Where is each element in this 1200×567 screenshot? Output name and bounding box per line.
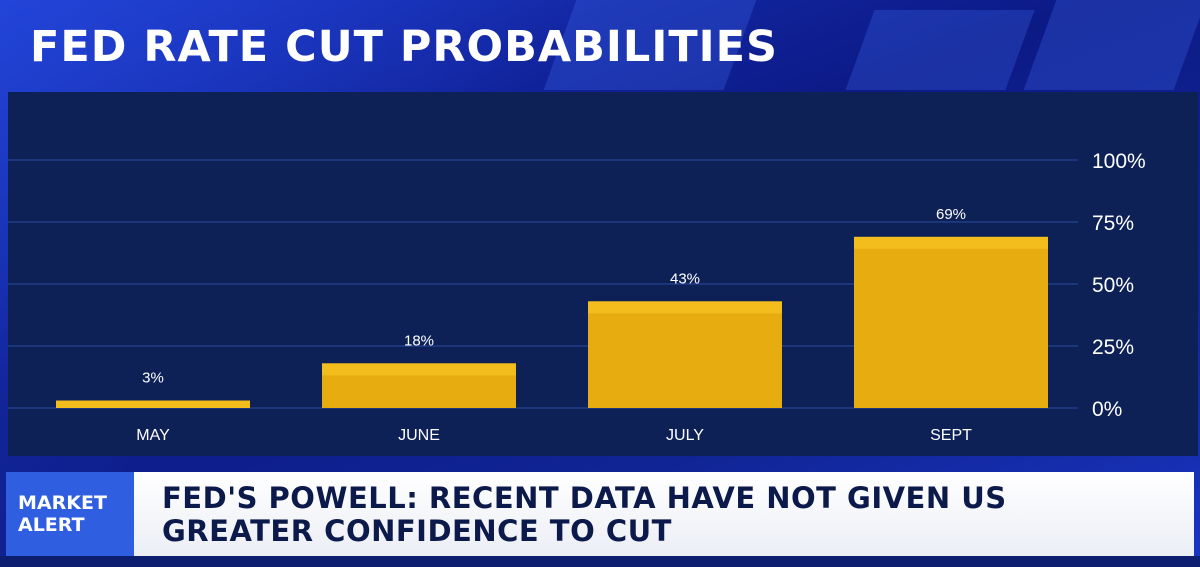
y-tick-label: 100% — [1092, 150, 1146, 173]
chart-panel: 0% 25% 50% 75% 100% 3% MAY 18% JUNE 43% JULY 69% SEP… — [8, 92, 1198, 456]
x-tick-label: JUNE — [398, 427, 440, 444]
y-tick-label: 25% — [1092, 336, 1134, 359]
data-label: 43% — [670, 270, 700, 287]
x-tick-label: JULY — [666, 427, 704, 444]
y-tick-label: 0% — [1092, 398, 1122, 421]
ticker-headline: FED'S POWELL: RECENT DATA HAVE NOT GIVEN… — [162, 481, 1007, 548]
market-alert-ticker: MARKET ALERT FED'S POWELL: RECENT DATA H… — [6, 472, 1194, 556]
bar-highlight — [854, 236, 1048, 249]
market-alert-badge: MARKET ALERT — [6, 472, 134, 556]
x-tick-label: SEPT — [930, 427, 972, 444]
data-label: 69% — [936, 206, 966, 223]
badge-line-1: MARKET — [18, 492, 107, 514]
bar-chart: 0% 25% 50% 75% 100% 3% MAY 18% JUNE 43% JULY 69% SEP… — [8, 150, 1146, 444]
background-facet — [1023, 0, 1200, 90]
y-tick-label: 50% — [1092, 274, 1134, 297]
chart-title: FED RATE CUT PROBABILITIES — [30, 22, 778, 72]
bottom-strip — [0, 556, 1200, 567]
x-tick-label: MAY — [136, 427, 170, 444]
badge-line-2: ALERT — [18, 514, 85, 536]
data-label: 3% — [142, 370, 164, 387]
bar-highlight — [322, 363, 516, 376]
y-tick-label: 75% — [1092, 212, 1134, 235]
bar — [854, 236, 1048, 408]
data-label: 18% — [404, 332, 434, 349]
bar-highlight — [588, 301, 782, 314]
bar-highlight — [56, 400, 250, 408]
background-facet — [845, 10, 1035, 90]
bar — [588, 301, 782, 408]
